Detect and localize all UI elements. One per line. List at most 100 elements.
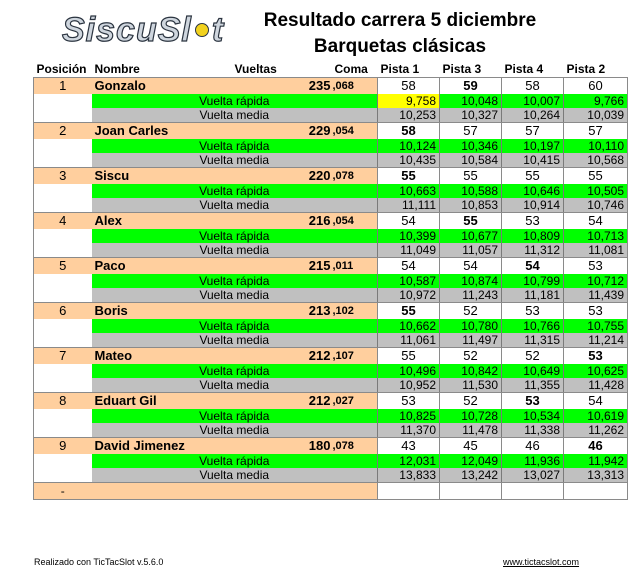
fast-lap-row: Vuelta rápida 10,399 10,677 10,809 10,713 <box>33 229 628 243</box>
laps-cell: 180 <box>231 437 332 454</box>
blank-cell <box>33 139 92 153</box>
avg-lap-time: 11,243 <box>439 288 502 303</box>
avg-lap-row: Vuelta media 10,952 11,530 11,355 11,428 <box>33 378 628 393</box>
blank-cell <box>33 229 92 243</box>
avg-lap-time: 11,214 <box>563 333 628 348</box>
coma-cell: ,068 <box>331 77 378 94</box>
header-pista-1: Pista 1 <box>380 62 420 76</box>
fast-lap-label: Vuelta rápida <box>91 229 378 243</box>
fast-lap-time: 10,505 <box>563 184 628 198</box>
fast-lap-row: Vuelta rápida 10,662 10,780 10,766 10,755 <box>33 319 628 333</box>
laps-cell: 215 <box>231 257 332 274</box>
avg-lap-time: 11,262 <box>563 423 628 438</box>
racer-name: Alex <box>91 212 232 229</box>
position-cell: 2 <box>33 122 92 139</box>
track-laps-cell: 53 <box>501 392 564 409</box>
racer-row: 7 Mateo 212,107 55 52 52 53 <box>33 347 628 364</box>
racer-name: Gonzalo <box>91 77 232 94</box>
logo-text-part2: Sl <box>157 10 192 49</box>
avg-lap-row: Vuelta media 10,972 11,243 11,181 11,439 <box>33 288 628 303</box>
fast-lap-row: Vuelta rápida 10,496 10,842 10,649 10,625 <box>33 364 628 378</box>
racer-row: 1 Gonzalo 235,068 58 59 58 60 <box>33 77 628 94</box>
avg-lap-time: 11,181 <box>501 288 564 303</box>
fast-lap-time: 10,124 <box>377 139 440 153</box>
fast-lap-time: 10,587 <box>377 274 440 288</box>
position-cell: 6 <box>33 302 92 319</box>
racer-row: 6 Boris 213,102 55 52 53 53 <box>33 302 628 319</box>
blank-cell <box>33 274 92 288</box>
racer-name: Joan Carles <box>91 122 232 139</box>
track-laps-cell: 45 <box>439 437 502 454</box>
avg-lap-row: Vuelta media 13,833 13,242 13,027 13,313 <box>33 468 628 483</box>
fast-lap-label: Vuelta rápida <box>91 184 378 198</box>
track-laps-cell: 58 <box>377 122 440 139</box>
fast-lap-row: Vuelta rápida 10,124 10,346 10,197 10,110 <box>33 139 628 153</box>
blank-cell <box>33 184 92 198</box>
header-pista-4: Pista 4 <box>504 62 544 76</box>
track-laps-cell: 46 <box>501 437 564 454</box>
fast-lap-label: Vuelta rápida <box>91 454 378 468</box>
header-pista-3: Pista 3 <box>442 62 482 76</box>
avg-lap-row: Vuelta media 11,061 11,497 11,315 11,214 <box>33 333 628 348</box>
fast-lap-time: 10,662 <box>377 319 440 333</box>
siscuslot-logo: Siscu Sl t <box>61 10 224 50</box>
race-title: Resultado carrera 5 diciembre <box>263 10 537 31</box>
racer-row: 2 Joan Carles 229,054 58 57 57 57 <box>33 122 628 139</box>
fast-lap-time: 10,646 <box>501 184 564 198</box>
track-laps-cell: 54 <box>501 257 564 274</box>
avg-lap-time: 10,972 <box>377 288 440 303</box>
position-cell: 7 <box>33 347 92 364</box>
position-cell: 4 <box>33 212 92 229</box>
fast-lap-time: 10,346 <box>439 139 502 153</box>
avg-lap-time: 11,081 <box>563 243 628 258</box>
fast-lap-time: 10,677 <box>439 229 502 243</box>
blank-cell <box>33 243 92 258</box>
logo-text-part1: Siscu <box>61 10 158 49</box>
avg-lap-row: Vuelta media 11,111 10,853 10,914 10,746 <box>33 198 628 213</box>
fast-lap-row: Vuelta rápida 10,587 10,874 10,799 10,712 <box>33 274 628 288</box>
fast-lap-time: 9,758 <box>377 94 440 108</box>
fast-lap-time: 10,110 <box>563 139 628 153</box>
avg-lap-label: Vuelta media <box>91 378 378 393</box>
fast-lap-time: 10,048 <box>439 94 502 108</box>
avg-lap-time: 11,049 <box>377 243 440 258</box>
avg-lap-time: 10,952 <box>377 378 440 393</box>
empty-row: - <box>33 482 628 500</box>
avg-lap-time: 10,415 <box>501 153 564 168</box>
empty-cell <box>91 482 378 500</box>
avg-lap-time: 11,355 <box>501 378 564 393</box>
empty-track-cell <box>377 482 440 500</box>
blank-cell <box>33 108 92 123</box>
fast-lap-time: 10,588 <box>439 184 502 198</box>
avg-lap-label: Vuelta media <box>91 108 378 123</box>
fast-lap-label: Vuelta rápida <box>91 409 378 423</box>
avg-lap-row: Vuelta media 10,435 10,584 10,415 10,568 <box>33 153 628 168</box>
track-laps-cell: 58 <box>377 77 440 94</box>
fast-lap-time: 10,712 <box>563 274 628 288</box>
avg-lap-time: 10,264 <box>501 108 564 123</box>
blank-cell <box>33 333 92 348</box>
fast-lap-label: Vuelta rápida <box>91 364 378 378</box>
laps-cell: 212 <box>231 347 332 364</box>
racer-row: 4 Alex 216,054 54 55 53 54 <box>33 212 628 229</box>
avg-lap-time: 10,746 <box>563 198 628 213</box>
fast-lap-label: Vuelta rápida <box>91 319 378 333</box>
track-laps-cell: 55 <box>377 167 440 184</box>
avg-lap-time: 11,057 <box>439 243 502 258</box>
blank-cell <box>33 454 92 468</box>
coma-cell: ,054 <box>331 212 378 229</box>
fast-lap-time: 11,942 <box>563 454 628 468</box>
blank-cell <box>33 153 92 168</box>
footer-link[interactable]: www.tictacslot.com <box>503 557 580 567</box>
fast-lap-time: 10,534 <box>501 409 564 423</box>
position-cell: 3 <box>33 167 92 184</box>
racer-name: Eduart Gil <box>91 392 232 409</box>
track-laps-cell: 55 <box>563 167 628 184</box>
results-table: Posición Nombre Vueltas Coma Pista 1 Pis… <box>33 62 628 500</box>
track-laps-cell: 60 <box>563 77 628 94</box>
coma-cell: ,078 <box>331 167 378 184</box>
track-laps-cell: 52 <box>439 392 502 409</box>
avg-lap-label: Vuelta media <box>91 198 378 213</box>
track-laps-cell: 52 <box>501 347 564 364</box>
avg-lap-time: 10,327 <box>439 108 502 123</box>
